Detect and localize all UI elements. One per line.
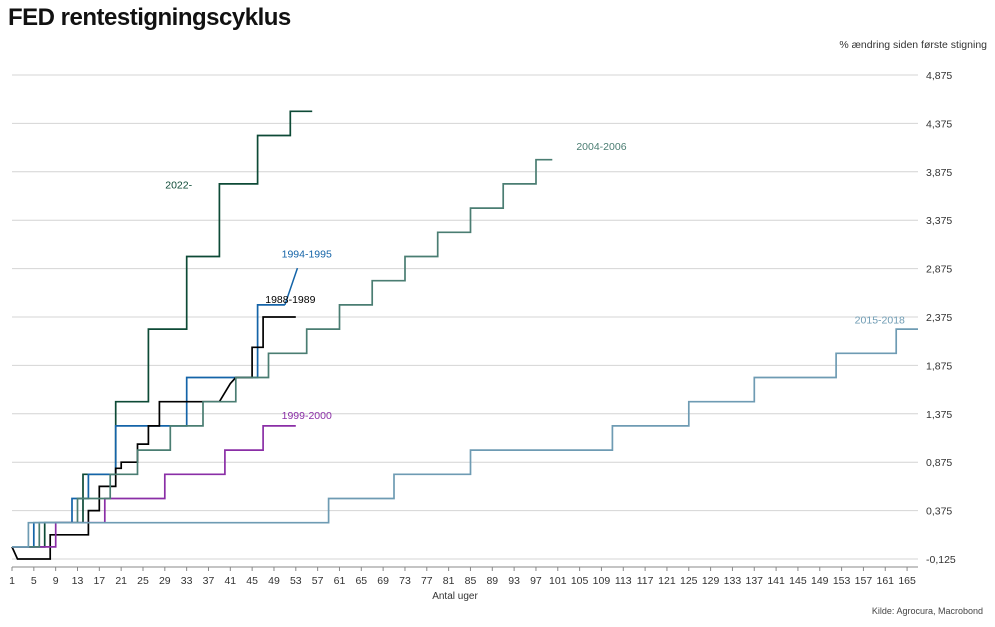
x-tick-label: 21 xyxy=(115,575,127,587)
y-tick-label: 3,875 xyxy=(926,167,952,179)
x-axis-title: Antal uger xyxy=(432,591,478,602)
y-tick-label: 4,375 xyxy=(926,118,952,130)
x-tick-label: 73 xyxy=(399,575,411,587)
x-tick-label: 1 xyxy=(9,575,15,587)
y-tick-label: 2,375 xyxy=(926,312,952,324)
y-tick-label: 4,875 xyxy=(926,70,952,82)
series-label: 1994-1995 xyxy=(282,248,332,260)
x-tick-label: 41 xyxy=(224,575,236,587)
x-tick-label: 69 xyxy=(377,575,389,587)
x-tick-label: 145 xyxy=(789,575,807,587)
series-line-1999-2000 xyxy=(12,425,296,548)
x-tick-label: 25 xyxy=(137,575,149,587)
series-label: 1999-2000 xyxy=(282,410,332,422)
series-label: 2004-2006 xyxy=(576,141,626,153)
x-tick-label: 129 xyxy=(702,575,720,587)
x-tick-label: 105 xyxy=(571,575,589,587)
y-tick-label: 0,375 xyxy=(926,506,952,518)
series-label: 1988-1989 xyxy=(265,294,315,306)
x-tick-label: 77 xyxy=(421,575,433,587)
series-line-2004-2006 xyxy=(12,158,553,548)
x-tick-label: 109 xyxy=(593,575,611,587)
x-tick-label: 137 xyxy=(745,575,763,587)
x-tick-label: 165 xyxy=(898,575,916,587)
series-line-2015-2018 xyxy=(12,328,918,548)
x-tick-label: 93 xyxy=(508,575,520,587)
x-tick-label: 49 xyxy=(268,575,280,587)
gridlines xyxy=(12,74,918,560)
x-tick-label: 117 xyxy=(637,575,654,587)
x-tick-label: 121 xyxy=(658,575,676,587)
source-note: Kilde: Agrocura, Macrobond xyxy=(871,606,983,616)
x-tick-label: 9 xyxy=(53,575,59,587)
x-tick-label: 17 xyxy=(93,575,105,587)
y-tick-label: -0,125 xyxy=(926,554,956,566)
x-tick-label: 125 xyxy=(680,575,698,587)
x-tick-label: 61 xyxy=(334,575,346,587)
x-tick-label: 149 xyxy=(811,575,829,587)
x-tick-label: 57 xyxy=(312,575,324,587)
x-tick-label: 65 xyxy=(355,575,367,587)
label-leader-1994-1995 xyxy=(284,267,299,306)
series-label: 2022- xyxy=(165,180,192,192)
x-tick-label: 29 xyxy=(159,575,171,587)
y-tick-label: 1,875 xyxy=(926,360,952,372)
x-tick-label: 101 xyxy=(549,575,567,587)
x-tick-label: 97 xyxy=(530,575,542,587)
y-tick-label: 0,875 xyxy=(926,457,952,469)
series-line-2022 xyxy=(12,110,313,548)
y-tick-label: 1,375 xyxy=(926,409,952,421)
x-tick-label: 85 xyxy=(465,575,477,587)
x-tick-label: 133 xyxy=(724,575,742,587)
x-tick-label: 33 xyxy=(181,575,193,587)
series-label: 2015-2018 xyxy=(855,314,905,326)
y-tick-label: 2,875 xyxy=(926,264,952,276)
x-tick-label: 89 xyxy=(486,575,498,587)
x-tick-label: 53 xyxy=(290,575,302,587)
x-tick-label: 161 xyxy=(876,575,894,587)
x-tick-label: 157 xyxy=(855,575,873,587)
x-tick-label: 113 xyxy=(615,575,632,587)
x-tick-label: 81 xyxy=(443,575,455,587)
x-tick-label: 141 xyxy=(767,575,785,587)
y-axis-unit-label: % ændring siden første stigning xyxy=(839,39,987,51)
series-labels: 2022- 1994-1995 1988-1989 1999-2000 2004-200… xyxy=(165,141,905,422)
y-tick-label: 3,375 xyxy=(926,215,952,227)
x-tick-label: 13 xyxy=(72,575,84,587)
x-tick-label: 37 xyxy=(203,575,215,587)
x-tick-label: 45 xyxy=(246,575,258,587)
x-tick-label: 153 xyxy=(833,575,851,587)
x-axis: 1 5 9 13 17 21 25 29 33 37 41 45 49 53 57 61 65 69 73 77 81 8… xyxy=(9,566,918,587)
series-lines xyxy=(11,110,918,560)
x-tick-label: 5 xyxy=(31,575,37,587)
chart-title: FED rentestigningscyklus xyxy=(8,4,291,31)
y-tick-labels: -0,125 0,375 0,875 1,375 1,875 2,375 2,875 3,37… xyxy=(926,70,956,566)
